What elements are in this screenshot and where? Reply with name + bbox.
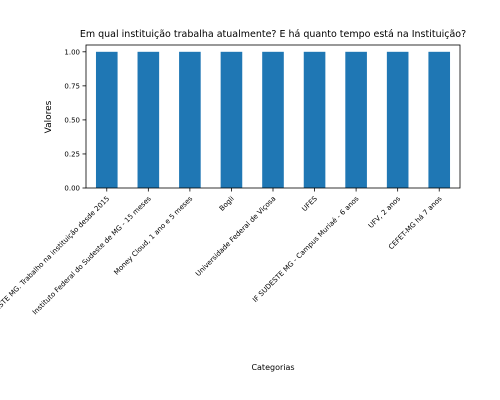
x-axis-label: Categorias [251,363,294,372]
bar [179,51,201,188]
y-tick-label: 1.00 [64,48,80,56]
x-tick-label: Money Cloud, 1 ano e 5 meses [112,195,194,277]
bar [95,51,118,188]
bar [386,51,409,188]
bar [345,51,367,188]
bar [428,51,451,188]
x-axis: IF SUDESTE MG. Trabalho na instituição d… [0,188,444,329]
y-tick-label: 0.75 [64,82,80,90]
bars-group [95,51,451,188]
y-axis-label: Valores [44,100,54,133]
x-tick-label: Universidade Federal de Viçosa [194,195,277,278]
y-tick-label: 0.25 [64,150,80,158]
bar [220,51,243,188]
x-tick-label: UFES [301,194,320,213]
x-tick-label: UFV, 2 anos [367,195,402,230]
bar [262,51,284,188]
y-tick-label: 0.50 [64,116,80,124]
y-axis: 0.00 0.25 0.50 0.75 1.00 [64,48,86,193]
x-tick-label: Bogli [218,195,236,213]
x-tick-label: IF SUDESTE MG. Trabalho na instituição d… [0,195,111,329]
bar [303,51,326,188]
chart-title: Em qual instituição trabalha atualmente?… [80,29,466,40]
plot-frame [85,44,461,189]
bar [137,51,160,188]
y-tick-label: 0.00 [64,185,80,193]
